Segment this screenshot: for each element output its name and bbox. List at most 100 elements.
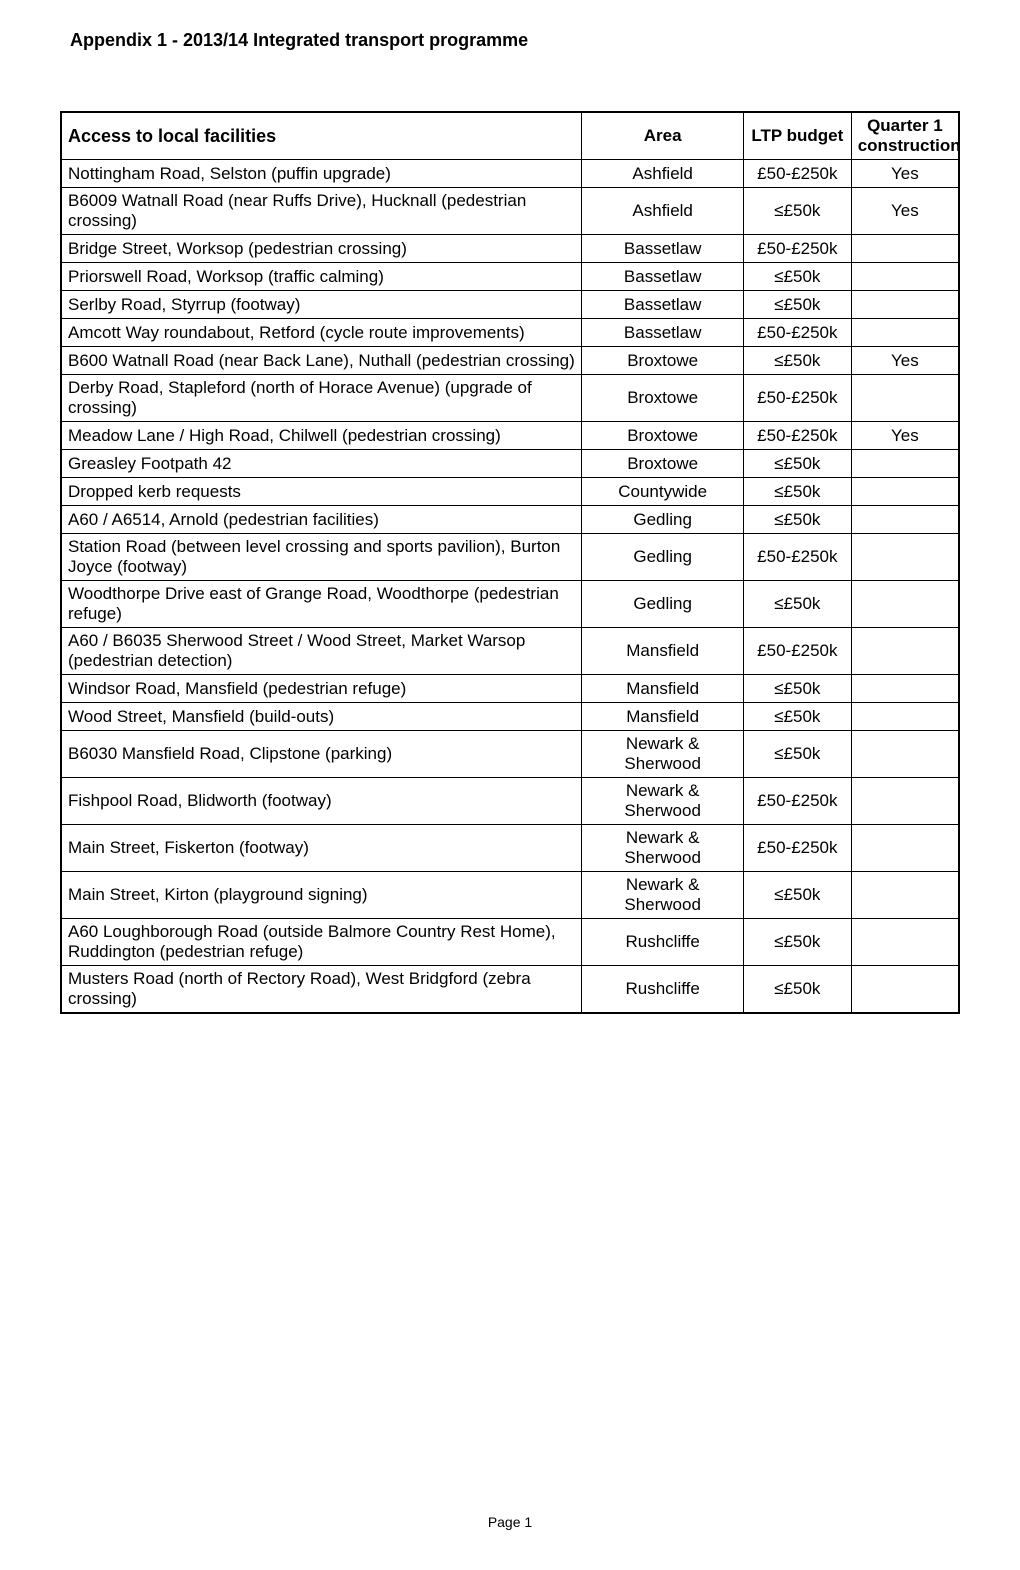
cell-area: Bassetlaw [582, 235, 744, 263]
table-header-row: Access to local facilities Area LTP budg… [61, 112, 959, 160]
cell-budget: ≤£50k [743, 347, 851, 375]
page-footer: Page 1 [60, 1514, 960, 1530]
cell-budget: ≤£50k [743, 919, 851, 966]
cell-budget: ≤£50k [743, 291, 851, 319]
cell-area: Ashfield [582, 188, 744, 235]
cell-area: Bassetlaw [582, 319, 744, 347]
cell-q1 [851, 675, 959, 703]
table-row: Priorswell Road, Worksop (traffic calmin… [61, 263, 959, 291]
cell-description: Station Road (between level crossing and… [61, 534, 582, 581]
cell-area: Newark & Sherwood [582, 872, 744, 919]
cell-q1 [851, 478, 959, 506]
cell-q1 [851, 263, 959, 291]
cell-description: Bridge Street, Worksop (pedestrian cross… [61, 235, 582, 263]
cell-description: Serlby Road, Styrrup (footway) [61, 291, 582, 319]
cell-description: A60 / B6035 Sherwood Street / Wood Stree… [61, 628, 582, 675]
cell-budget: ≤£50k [743, 581, 851, 628]
cell-area: Rushcliffe [582, 966, 744, 1014]
cell-description: Windsor Road, Mansfield (pedestrian refu… [61, 675, 582, 703]
cell-area: Broxtowe [582, 347, 744, 375]
cell-budget: £50-£250k [743, 235, 851, 263]
table-row: Derby Road, Stapleford (north of Horace … [61, 375, 959, 422]
table-row: Amcott Way roundabout, Retford (cycle ro… [61, 319, 959, 347]
cell-budget: ≤£50k [743, 731, 851, 778]
cell-description: Musters Road (north of Rectory Road), We… [61, 966, 582, 1014]
header-description: Access to local facilities [61, 112, 582, 160]
cell-q1 [851, 628, 959, 675]
table-row: Musters Road (north of Rectory Road), We… [61, 966, 959, 1014]
table-row: Windsor Road, Mansfield (pedestrian refu… [61, 675, 959, 703]
transport-programme-table: Access to local facilities Area LTP budg… [60, 111, 960, 1014]
table-row: B6009 Watnall Road (near Ruffs Drive), H… [61, 188, 959, 235]
cell-budget: ≤£50k [743, 188, 851, 235]
cell-description: Meadow Lane / High Road, Chilwell (pedes… [61, 422, 582, 450]
cell-area: Gedling [582, 534, 744, 581]
table-row: Bridge Street, Worksop (pedestrian cross… [61, 235, 959, 263]
cell-description: A60 / A6514, Arnold (pedestrian faciliti… [61, 506, 582, 534]
cell-description: Woodthorpe Drive east of Grange Road, Wo… [61, 581, 582, 628]
cell-description: Main Street, Kirton (playground signing) [61, 872, 582, 919]
cell-description: Fishpool Road, Blidworth (footway) [61, 778, 582, 825]
table-row: A60 / A6514, Arnold (pedestrian faciliti… [61, 506, 959, 534]
cell-area: Gedling [582, 506, 744, 534]
cell-budget: ≤£50k [743, 872, 851, 919]
cell-budget: ≤£50k [743, 450, 851, 478]
table-row: Serlby Road, Styrrup (footway)Bassetlaw≤… [61, 291, 959, 319]
cell-budget: £50-£250k [743, 825, 851, 872]
header-q1-line2: construction [858, 136, 961, 155]
table-row: Main Street, Fiskerton (footway)Newark &… [61, 825, 959, 872]
cell-q1 [851, 872, 959, 919]
cell-q1 [851, 731, 959, 778]
table-row: Fishpool Road, Blidworth (footway)Newark… [61, 778, 959, 825]
cell-q1 [851, 235, 959, 263]
cell-area: Newark & Sherwood [582, 778, 744, 825]
cell-q1 [851, 778, 959, 825]
cell-q1: Yes [851, 347, 959, 375]
cell-area: Ashfield [582, 160, 744, 188]
header-area: Area [582, 112, 744, 160]
cell-budget: £50-£250k [743, 628, 851, 675]
cell-q1 [851, 966, 959, 1014]
cell-budget: ≤£50k [743, 506, 851, 534]
table-row: Greasley Footpath 42Broxtowe≤£50k [61, 450, 959, 478]
cell-description: B600 Watnall Road (near Back Lane), Nuth… [61, 347, 582, 375]
cell-q1 [851, 375, 959, 422]
table-row: B600 Watnall Road (near Back Lane), Nuth… [61, 347, 959, 375]
cell-q1: Yes [851, 160, 959, 188]
cell-q1 [851, 319, 959, 347]
cell-budget: ≤£50k [743, 966, 851, 1014]
cell-description: Amcott Way roundabout, Retford (cycle ro… [61, 319, 582, 347]
cell-description: Wood Street, Mansfield (build-outs) [61, 703, 582, 731]
cell-area: Gedling [582, 581, 744, 628]
cell-area: Bassetlaw [582, 291, 744, 319]
cell-q1 [851, 703, 959, 731]
cell-description: Derby Road, Stapleford (north of Horace … [61, 375, 582, 422]
table-row: A60 Loughborough Road (outside Balmore C… [61, 919, 959, 966]
cell-q1 [851, 825, 959, 872]
cell-q1 [851, 291, 959, 319]
cell-area: Broxtowe [582, 375, 744, 422]
cell-description: A60 Loughborough Road (outside Balmore C… [61, 919, 582, 966]
cell-description: Priorswell Road, Worksop (traffic calmin… [61, 263, 582, 291]
cell-budget: £50-£250k [743, 778, 851, 825]
cell-description: Greasley Footpath 42 [61, 450, 582, 478]
cell-area: Mansfield [582, 703, 744, 731]
cell-q1 [851, 506, 959, 534]
cell-area: Countywide [582, 478, 744, 506]
cell-q1 [851, 581, 959, 628]
header-q1: Quarter 1 construction [851, 112, 959, 160]
cell-description: Main Street, Fiskerton (footway) [61, 825, 582, 872]
cell-area: Broxtowe [582, 450, 744, 478]
cell-budget: ≤£50k [743, 703, 851, 731]
cell-area: Mansfield [582, 675, 744, 703]
table-row: Main Street, Kirton (playground signing)… [61, 872, 959, 919]
cell-budget: £50-£250k [743, 422, 851, 450]
table-row: Meadow Lane / High Road, Chilwell (pedes… [61, 422, 959, 450]
table-row: B6030 Mansfield Road, Clipstone (parking… [61, 731, 959, 778]
cell-description: B6009 Watnall Road (near Ruffs Drive), H… [61, 188, 582, 235]
cell-area: Broxtowe [582, 422, 744, 450]
cell-q1: Yes [851, 422, 959, 450]
table-row: Nottingham Road, Selston (puffin upgrade… [61, 160, 959, 188]
cell-area: Newark & Sherwood [582, 731, 744, 778]
table-row: Woodthorpe Drive east of Grange Road, Wo… [61, 581, 959, 628]
